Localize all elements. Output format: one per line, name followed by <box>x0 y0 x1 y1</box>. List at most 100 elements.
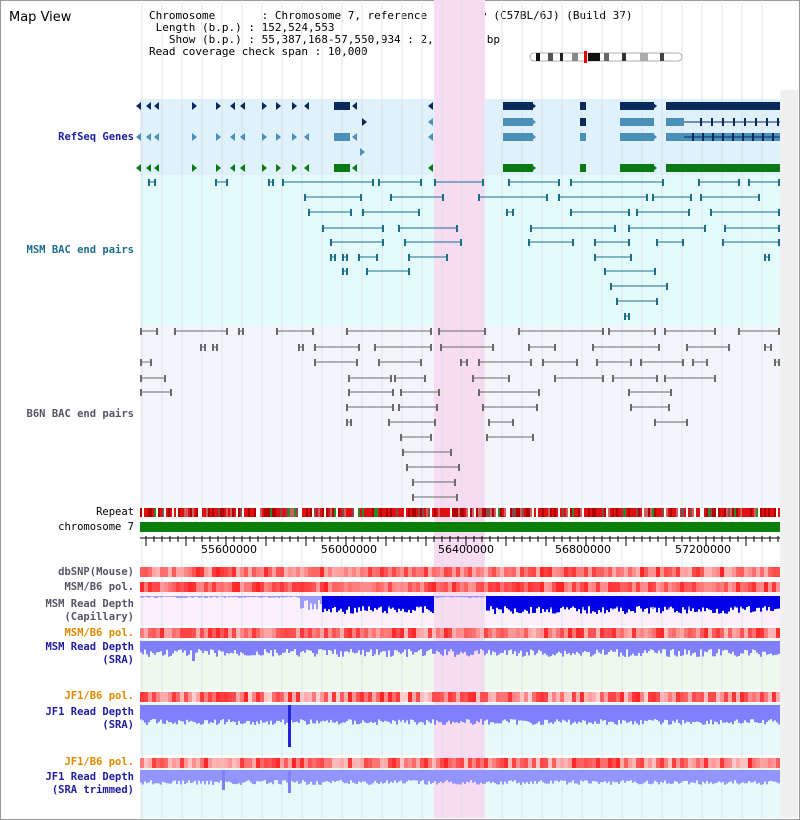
msm-sra-depth-bar <box>432 641 434 654</box>
msm-sra-depth-bar <box>740 641 742 654</box>
msm-pol2-heat-cell <box>772 628 776 638</box>
msm-pol-heat-cell <box>320 582 324 592</box>
jf1-sra-depth-bar <box>508 705 510 723</box>
b6n-bac-pair-end <box>314 344 316 351</box>
msm-bac-pair-end <box>442 194 444 201</box>
track-label-jf1-b6-pol-2[interactable]: JF1/B6 pol. <box>64 756 134 768</box>
msm-pol2-heat-cell <box>248 628 252 638</box>
track-label-jf1-depth-trimmed[interactable]: JF1 Read Depth <box>45 771 134 783</box>
gene-arrow-right <box>192 133 197 141</box>
dbsnp-heat-cell <box>376 567 380 577</box>
jf1-pol2-heat-cell <box>652 758 656 768</box>
gene-arrow-right <box>262 133 267 141</box>
track-label-msm-bac[interactable]: MSM BAC end pairs <box>26 244 134 256</box>
repeat-segment <box>402 508 404 517</box>
b6n-bac-pair-end <box>602 328 604 335</box>
capillary-depth-bar <box>264 596 266 597</box>
msm-pol-heat-cell <box>640 582 644 592</box>
msm-pol2-heat-cell <box>268 628 272 638</box>
jf1-trim-depth-bar <box>728 770 730 783</box>
jf1-sra-depth-bar <box>608 705 610 723</box>
gene-exon <box>722 133 724 141</box>
capillary-depth-bar <box>292 596 294 597</box>
repeat-segment <box>506 508 508 517</box>
repeat-segment <box>428 508 430 517</box>
dbsnp-heat-cell <box>600 567 604 577</box>
track-label-msm-b6-pol-1[interactable]: MSM/B6 pol. <box>64 581 134 593</box>
gene-arrow-left <box>240 164 245 172</box>
msm-pol-heat-cell <box>588 582 592 592</box>
msm-sra-depth-bar <box>640 641 642 657</box>
repeat-segment <box>358 508 360 517</box>
msm-pol-heat-cell <box>684 582 688 592</box>
gene-arrow-left <box>240 133 245 141</box>
repeat-segment <box>432 508 434 517</box>
jf1-pol2-heat-cell <box>768 758 772 768</box>
jf1-trim-depth-bar <box>750 770 752 783</box>
jf1-pol2-heat-cell <box>540 758 544 768</box>
jf1-pol-heat-cell <box>180 692 184 702</box>
jf1-sra-depth-bar <box>256 705 258 722</box>
repeat-segment <box>542 508 544 517</box>
jf1-pol2-heat-cell <box>668 758 672 768</box>
jf1-trim-depth-bar <box>478 770 480 785</box>
msm-sra-depth-bar <box>318 641 320 650</box>
jf1-sra-depth-bar <box>768 705 770 721</box>
track-label-jf1-b6-pol-1[interactable]: JF1/B6 pol. <box>64 690 134 702</box>
jf1-pol-heat-cell <box>556 692 560 702</box>
msm-sra-depth-bar <box>438 641 440 653</box>
jf1-trim-depth-bar <box>384 770 386 783</box>
repeat-segment <box>554 508 556 517</box>
msm-sra-depth-bar <box>352 641 354 653</box>
capillary-depth-bar-dark <box>326 596 328 612</box>
track-label-b6n-bac[interactable]: B6N BAC end pairs <box>26 408 134 420</box>
jf1-pol-heat-cell <box>600 692 604 702</box>
gene-arrow-left <box>154 102 159 110</box>
jf1-pol2-heat-cell <box>528 758 532 768</box>
track-label-chromosome: chromosome 7 <box>58 521 134 533</box>
track-label-dbsnp[interactable]: dbSNP(Mouse) <box>58 566 134 578</box>
repeat-segment <box>532 508 534 517</box>
jf1-sra-depth-bar <box>658 705 660 722</box>
jf1-sra-depth-bar <box>336 705 338 722</box>
b6n-bac-pair-end <box>518 328 520 335</box>
jf1-trim-depth-bar <box>626 770 628 781</box>
jf1-sra-depth-bar <box>596 705 598 724</box>
repeat-segment <box>584 508 586 517</box>
jf1-sra-depth-bar <box>170 705 172 723</box>
msm-pol2-heat-cell <box>364 628 368 638</box>
jf1-sra-depth-bar <box>652 705 654 721</box>
msm-pol-heat-cell <box>672 582 676 592</box>
b6n-bac-pair-end <box>528 344 530 351</box>
msm-sra-depth-bar <box>434 641 436 654</box>
repeat-segment <box>226 508 228 517</box>
jf1-pol2-heat-cell <box>396 758 400 768</box>
jf1-pol-heat-cell <box>564 692 568 702</box>
track-label-msm-depth-capillary[interactable]: MSM Read Depth <box>45 598 134 610</box>
repeat-segment <box>330 508 332 517</box>
jf1-sra-depth-bar <box>650 705 652 721</box>
repeat-segment <box>304 508 306 517</box>
track-label-msm-b6-pol-2[interactable]: MSM/B6 pol. <box>64 627 134 639</box>
b6n-bac-pair-end <box>602 375 604 382</box>
jf1-trim-depth-bar <box>448 770 450 783</box>
gene-block <box>620 133 654 141</box>
jf1-trim-depth-bar <box>700 770 702 785</box>
jf1-pol2-heat-cell <box>516 758 520 768</box>
track-label-refseq[interactable]: RefSeq Genes <box>58 131 134 143</box>
jf1-trim-depth-bar <box>280 770 282 785</box>
jf1-sra-depth-bar <box>480 705 482 720</box>
msm-sra-depth-bar <box>738 641 740 656</box>
msm-sra-depth-bar <box>326 641 328 656</box>
b6n-bac-pair-end <box>630 359 632 366</box>
msm-sra-depth-bar <box>216 641 218 657</box>
track-label-jf1-depth-sra[interactable]: JF1 Read Depth <box>45 706 134 718</box>
jf1-sra-depth-bar <box>228 705 230 720</box>
jf1-trim-depth-bar <box>156 770 158 784</box>
jf1-trim-depth-bar <box>390 770 392 782</box>
track-label-msm-depth-sra[interactable]: MSM Read Depth <box>45 641 134 653</box>
dbsnp-heat-cell <box>612 567 616 577</box>
msm-sra-depth-bar <box>384 641 386 652</box>
repeat-segment <box>420 508 422 517</box>
